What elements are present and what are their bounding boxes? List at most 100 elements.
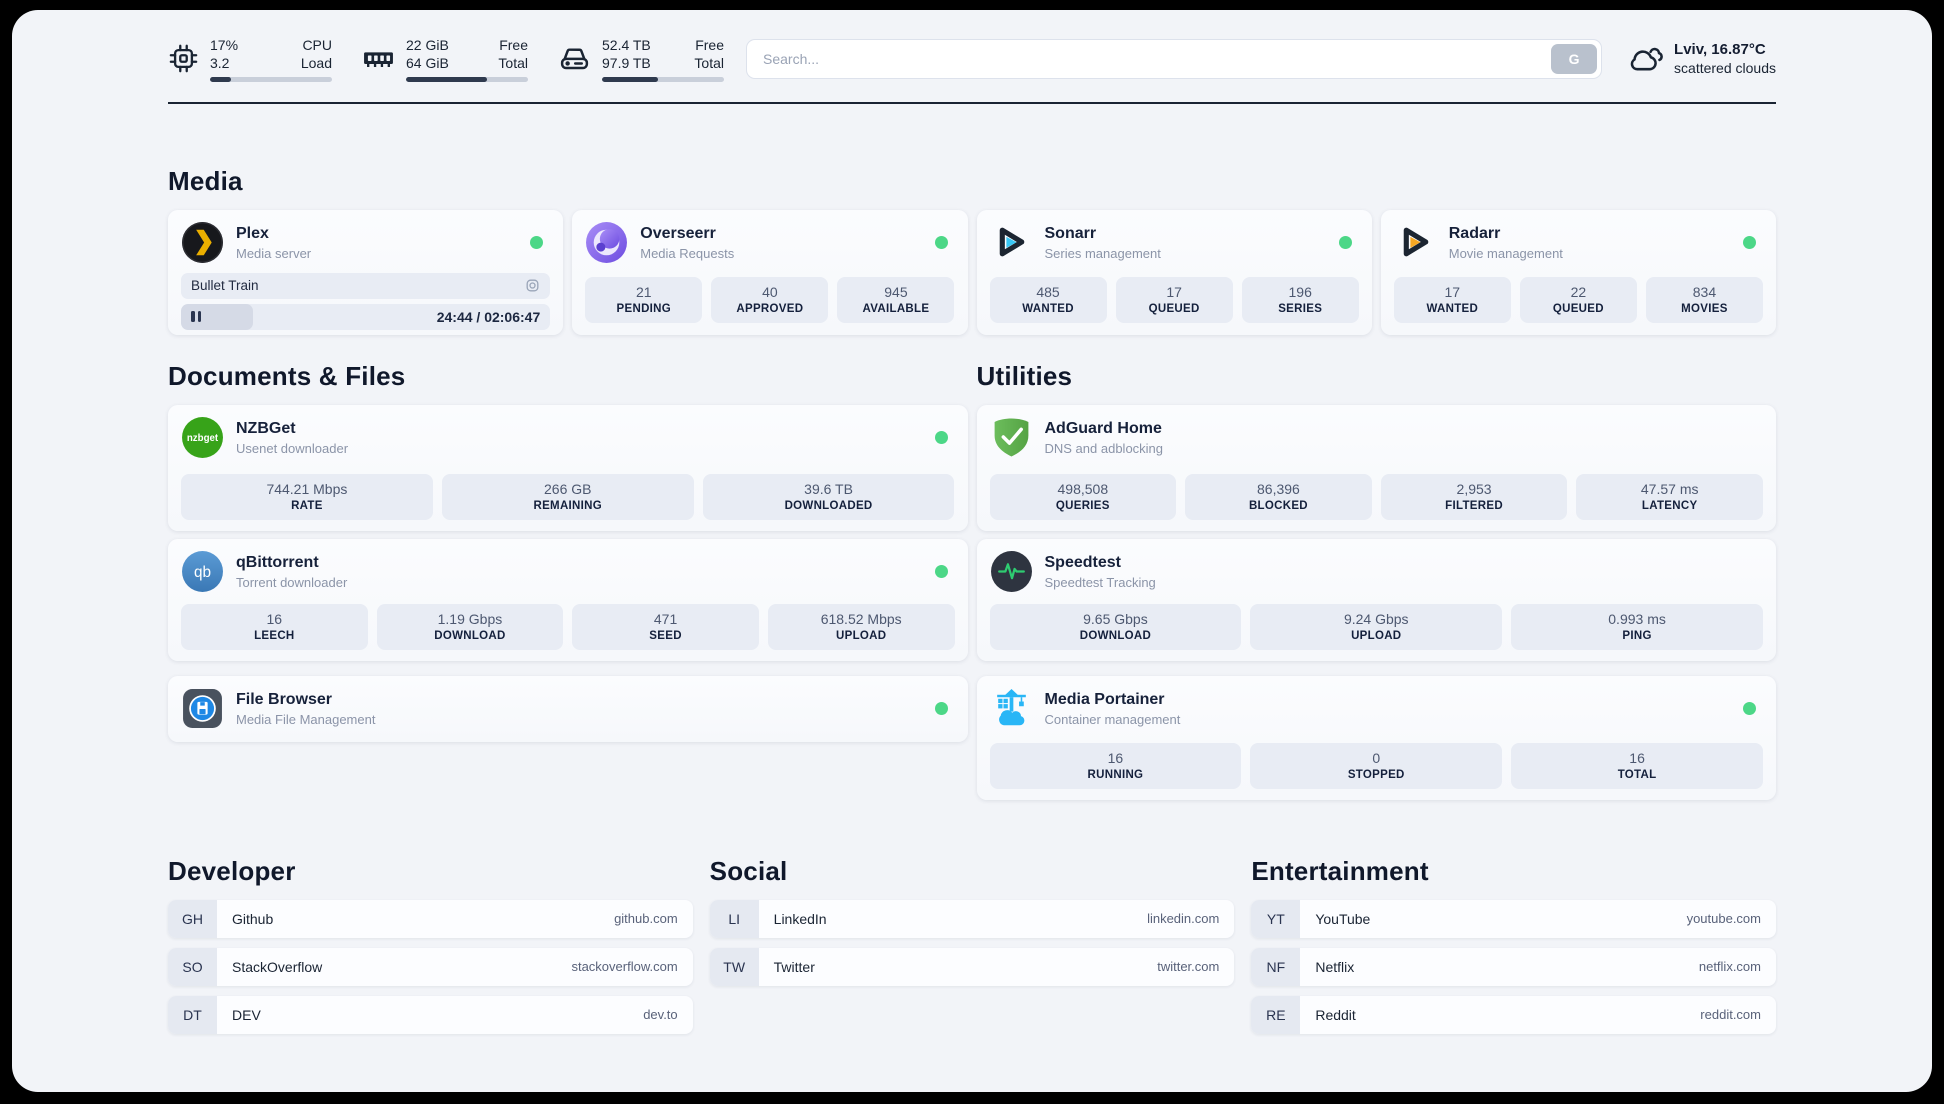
now-playing-row: Bullet Train — [181, 272, 551, 299]
status-dot — [1743, 236, 1756, 250]
bookmark-twitter[interactable]: TW Twitter twitter.com — [709, 947, 1235, 986]
stat-label: SEED — [649, 630, 682, 643]
stat-tile: 9.65 Gbps DOWNLOAD — [989, 603, 1242, 650]
status-dot — [1338, 236, 1352, 250]
bookmark-url: stackoverflow.com — [571, 959, 678, 975]
bookmark-abbr: TW — [709, 947, 759, 986]
nzbget-card[interactable]: nzbget NZBGet Usenet downloader 74 — [168, 404, 968, 531]
bookmark-name: Netflix — [1315, 958, 1355, 975]
bookmark-github[interactable]: GH Github github.com — [168, 899, 693, 938]
filebrowser-card[interactable]: File Browser Media File Management — [168, 675, 968, 742]
bookmark-abbr: GH — [168, 899, 217, 938]
disk-progress-bar — [602, 76, 724, 82]
plex-icon — [181, 221, 224, 264]
memory-free-value: 22 GiB — [406, 37, 449, 53]
bookmark-dev[interactable]: DT DEV dev.to — [168, 995, 693, 1034]
stat-tile: 2,953 FILTERED — [1380, 473, 1568, 520]
stat-label: LATENCY — [1641, 500, 1698, 513]
memory-total-value: 64 GiB — [406, 55, 449, 72]
disk-total-value: 97.9 TB — [602, 55, 651, 72]
nzbget-icon: nzbget — [181, 416, 224, 459]
stat-label: QUERIES — [1055, 500, 1110, 513]
memory-total-label: Total — [498, 55, 528, 72]
utilities-column: Utilities — [976, 361, 1776, 800]
stat-value: 9.65 Gbps — [1083, 611, 1148, 628]
bookmark-name: Reddit — [1315, 1006, 1356, 1023]
cpu-monitor: 17% 3.2 CPU Load — [168, 36, 332, 82]
stat-label: REMAINING — [533, 500, 602, 513]
stat-label: APPROVED — [736, 303, 804, 316]
weather-widget: Lviv, 16.87°C scattered clouds — [1624, 41, 1776, 77]
stat-value: 196 — [1288, 284, 1312, 301]
stat-label: UPLOAD — [1351, 630, 1402, 643]
portainer-card[interactable]: Media Portainer Container management 16 … — [976, 675, 1776, 800]
stat-label: WANTED — [1022, 303, 1074, 316]
app-desc: Media Requests — [640, 245, 735, 261]
stat-value: 834 — [1692, 284, 1717, 301]
overseerr-card[interactable]: Overseerr Media Requests 21 PENDING 40 A… — [572, 209, 968, 335]
disk-free-value: 52.4 TB — [602, 37, 651, 53]
stat-label: SERIES — [1278, 303, 1323, 316]
bookmark-linkedin[interactable]: LI LinkedIn linkedin.com — [709, 899, 1235, 938]
bookmark-url: youtube.com — [1686, 911, 1761, 927]
stat-value: 47.57 ms — [1640, 481, 1699, 498]
stat-label: PING — [1622, 630, 1652, 643]
svg-text:qb: qb — [194, 565, 211, 582]
bookmark-reddit[interactable]: RE Reddit reddit.com — [1251, 995, 1776, 1034]
stat-label: STOPPED — [1347, 769, 1405, 782]
speedtest-card[interactable]: Speedtest Speedtest Tracking 9.65 Gbps D… — [976, 538, 1776, 661]
bookmark-abbr: NF — [1251, 947, 1301, 986]
stat-label: DOWNLOAD — [1079, 630, 1152, 643]
disk-progress-fill — [602, 76, 659, 82]
app-name: Overseerr — [640, 224, 716, 242]
stat-label: LEECH — [254, 630, 295, 643]
header-divider — [168, 101, 1776, 104]
app-desc: Speedtest Tracking — [1044, 574, 1156, 590]
app-name: Radarr — [1448, 224, 1501, 242]
playback-progress-bar: 24:44 / 02:06:47 — [181, 303, 551, 330]
search-engine-button[interactable]: G — [1551, 43, 1598, 74]
cpu-progress-bar — [210, 76, 332, 82]
stat-label: AVAILABLE — [862, 303, 930, 316]
section-title-media: Media — [168, 165, 243, 196]
bookmark-stackoverflow[interactable]: SO StackOverflow stackoverflow.com — [168, 947, 693, 986]
weather-location-temp: Lviv, 16.87°C — [1674, 41, 1766, 59]
stat-label: FILTERED — [1445, 500, 1503, 513]
radarr-card[interactable]: Radarr Movie management 17 WANTED 22 QUE… — [1380, 209, 1776, 335]
bookmark-name: YouTube — [1315, 910, 1371, 927]
bookmarks-entertainment: Entertainment YT YouTube youtube.com NF … — [1251, 856, 1776, 1034]
search-input[interactable] — [746, 38, 1603, 79]
dashboard: 17% 3.2 CPU Load — [12, 10, 1932, 1092]
stat-tile: 196 SERIES — [1241, 276, 1359, 323]
memory-progress-fill — [406, 76, 487, 82]
bookmarks-developer: Developer GH Github github.com SO StackO… — [168, 856, 693, 1034]
speedtest-icon — [990, 550, 1033, 593]
bookmark-netflix[interactable]: NF Netflix netflix.com — [1251, 947, 1776, 986]
bookmark-youtube[interactable]: YT YouTube youtube.com — [1251, 899, 1776, 938]
stat-label: QUEUED — [1552, 303, 1604, 316]
stat-value: 266 GB — [544, 481, 592, 498]
stat-value: 1.19 Gbps — [437, 611, 503, 628]
plex-card[interactable]: Plex Media server Bullet Train — [168, 209, 564, 335]
stat-value: 471 — [653, 611, 678, 628]
stat-value: 2,953 — [1456, 481, 1492, 498]
app-desc: Container management — [1044, 711, 1181, 727]
stat-label: PENDING — [616, 303, 672, 316]
section-title-developer: Developer — [168, 855, 296, 886]
stat-tile: 40 APPROVED — [711, 276, 829, 323]
memory-free-label: Free — [499, 37, 528, 53]
stat-tile: 16 TOTAL — [1511, 742, 1763, 789]
app-desc: DNS and adblocking — [1044, 440, 1164, 456]
media-card-grid: Plex Media server Bullet Train — [168, 209, 1776, 335]
session-camera-icon — [525, 278, 540, 293]
top-bar: 17% 3.2 CPU Load — [168, 10, 1776, 82]
cpu-load-value: 3.2 — [210, 55, 230, 72]
qbittorrent-card[interactable]: qb qBittorrent Torrent downloader — [168, 538, 968, 661]
bookmark-url: netflix.com — [1698, 959, 1761, 975]
section-title-social: Social — [709, 855, 788, 886]
stat-tile: 21 PENDING — [585, 276, 703, 323]
adguard-card[interactable]: AdGuard Home DNS and adblocking 498,508 … — [976, 404, 1776, 531]
status-dot — [1743, 702, 1756, 716]
sonarr-card[interactable]: Sonarr Series management 485 WANTED 17 Q… — [976, 209, 1372, 335]
stat-value: 16 — [1107, 750, 1124, 767]
